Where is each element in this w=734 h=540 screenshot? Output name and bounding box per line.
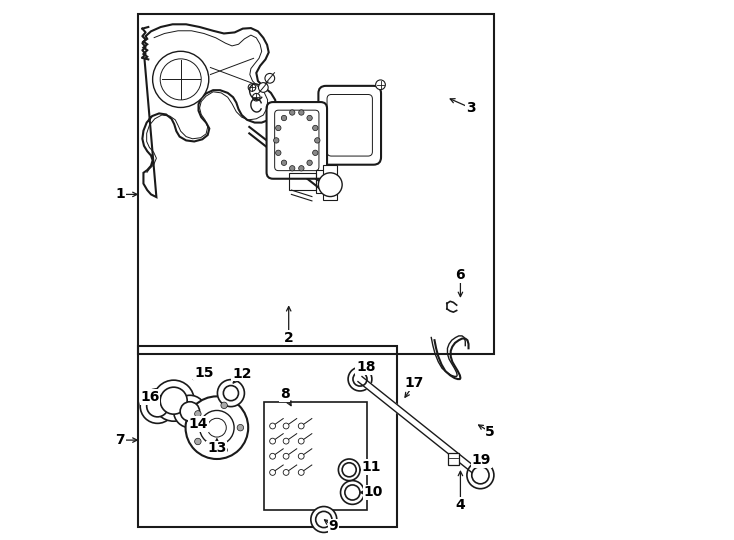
Circle shape [140, 389, 175, 423]
Circle shape [338, 459, 360, 481]
Circle shape [316, 511, 332, 528]
Circle shape [223, 386, 239, 401]
Circle shape [174, 395, 206, 428]
Circle shape [195, 438, 201, 445]
Circle shape [289, 110, 295, 115]
Circle shape [315, 138, 320, 143]
Circle shape [217, 380, 244, 407]
Circle shape [283, 438, 289, 444]
FancyBboxPatch shape [266, 102, 327, 179]
Circle shape [298, 423, 304, 429]
Polygon shape [358, 376, 482, 478]
Text: 6: 6 [456, 268, 465, 282]
Circle shape [298, 438, 304, 444]
Circle shape [221, 447, 228, 453]
Circle shape [283, 469, 289, 475]
Circle shape [180, 402, 200, 421]
Circle shape [269, 453, 275, 459]
Circle shape [353, 372, 367, 386]
Circle shape [298, 469, 304, 475]
Text: 10: 10 [364, 485, 383, 500]
Text: 19: 19 [472, 453, 491, 467]
FancyBboxPatch shape [319, 86, 381, 165]
Circle shape [147, 395, 168, 417]
Circle shape [345, 485, 360, 500]
Bar [448, 453, 459, 465]
Circle shape [252, 93, 260, 101]
Text: 15: 15 [195, 366, 214, 380]
Circle shape [472, 467, 489, 484]
Circle shape [237, 424, 244, 431]
Circle shape [467, 462, 494, 489]
Circle shape [269, 469, 275, 475]
Circle shape [275, 150, 281, 156]
Circle shape [186, 396, 248, 459]
Bar [288, 173, 316, 190]
Circle shape [283, 453, 289, 459]
Text: 9: 9 [329, 519, 338, 534]
Circle shape [289, 166, 295, 171]
Bar [137, 346, 396, 526]
Circle shape [195, 410, 201, 417]
Text: 5: 5 [485, 425, 495, 439]
Circle shape [307, 160, 312, 165]
Polygon shape [142, 24, 276, 197]
Text: 1: 1 [115, 187, 125, 201]
Circle shape [248, 84, 255, 91]
Circle shape [310, 507, 337, 532]
Text: 8: 8 [280, 387, 290, 401]
Circle shape [283, 423, 289, 429]
Circle shape [281, 160, 287, 165]
Circle shape [160, 387, 187, 414]
Circle shape [299, 110, 304, 115]
Circle shape [265, 73, 275, 83]
Text: 4: 4 [456, 498, 465, 512]
Text: 14: 14 [189, 417, 208, 431]
Text: 13: 13 [207, 441, 227, 455]
Text: 18: 18 [356, 360, 376, 374]
Circle shape [274, 138, 279, 143]
Bar [137, 14, 494, 354]
Bar [264, 402, 367, 510]
Text: 7: 7 [115, 433, 125, 447]
Text: 2: 2 [284, 330, 294, 345]
Circle shape [221, 402, 228, 409]
Circle shape [341, 481, 364, 504]
Text: 12: 12 [232, 367, 252, 381]
Circle shape [208, 418, 226, 437]
Circle shape [342, 463, 356, 477]
Circle shape [153, 380, 195, 421]
Text: 16: 16 [140, 390, 159, 404]
Text: 17: 17 [405, 376, 424, 390]
Circle shape [299, 166, 304, 171]
Circle shape [348, 367, 372, 391]
Circle shape [313, 150, 318, 156]
Circle shape [307, 116, 312, 121]
Circle shape [269, 438, 275, 444]
Circle shape [376, 80, 385, 90]
Circle shape [281, 116, 287, 121]
Circle shape [313, 125, 318, 131]
Circle shape [200, 410, 234, 445]
Circle shape [275, 125, 281, 131]
Text: 11: 11 [362, 460, 381, 474]
Circle shape [258, 83, 268, 92]
Text: 3: 3 [466, 101, 476, 115]
Bar [316, 170, 330, 193]
Circle shape [153, 51, 208, 107]
Circle shape [269, 423, 275, 429]
Circle shape [298, 453, 304, 459]
Bar [323, 165, 338, 200]
Circle shape [319, 173, 342, 197]
